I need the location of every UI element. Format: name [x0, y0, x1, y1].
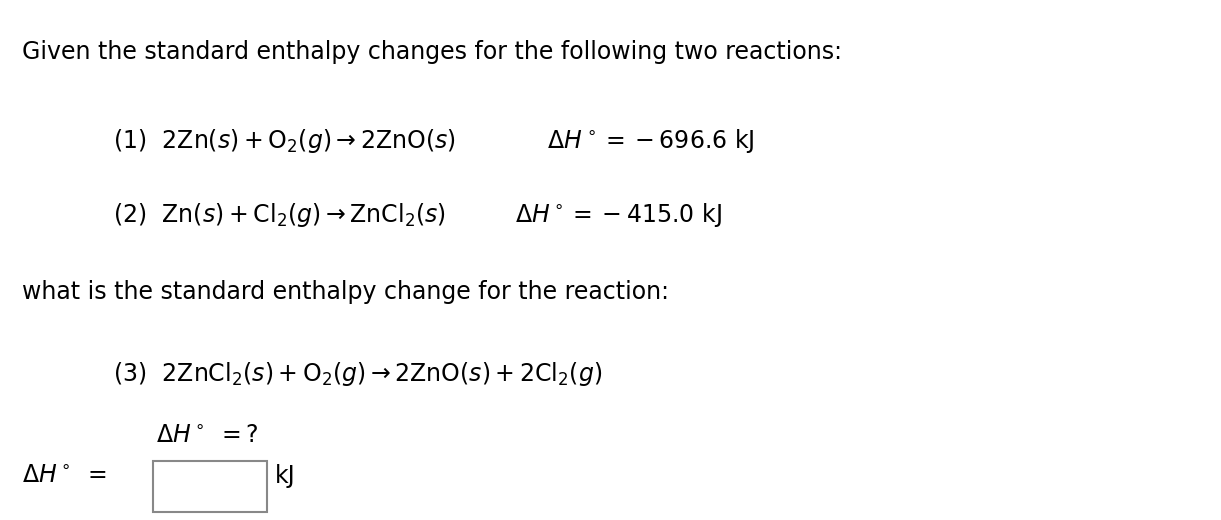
Text: what is the standard enthalpy change for the reaction:: what is the standard enthalpy change for… [22, 280, 669, 305]
Text: kJ: kJ [275, 464, 295, 488]
Text: $(2)\ \ \mathrm{Zn}(s) + \mathrm{Cl_2}(g) \rightarrow \mathrm{ZnCl_2}(s)$$\qquad: $(2)\ \ \mathrm{Zn}(s) + \mathrm{Cl_2}(g… [114, 201, 723, 229]
Text: $\Delta H^\circ\ =$: $\Delta H^\circ\ =$ [22, 465, 107, 488]
Text: $(1)\ \ 2\mathrm{Zn}(s) + \mathrm{O_2}(g) \rightarrow 2\mathrm{ZnO}(s)$$\qquad\q: $(1)\ \ 2\mathrm{Zn}(s) + \mathrm{O_2}(g… [114, 127, 755, 155]
Text: Given the standard enthalpy changes for the following two reactions:: Given the standard enthalpy changes for … [22, 40, 842, 64]
Text: $(3)\ \ 2\mathrm{ZnCl_2}(s) + \mathrm{O_2}(g) \rightarrow 2\mathrm{ZnO}(s) + 2\m: $(3)\ \ 2\mathrm{ZnCl_2}(s) + \mathrm{O_… [114, 360, 602, 388]
Text: $\Delta H^\circ\ =?$: $\Delta H^\circ\ =?$ [156, 426, 259, 448]
FancyBboxPatch shape [154, 461, 267, 512]
